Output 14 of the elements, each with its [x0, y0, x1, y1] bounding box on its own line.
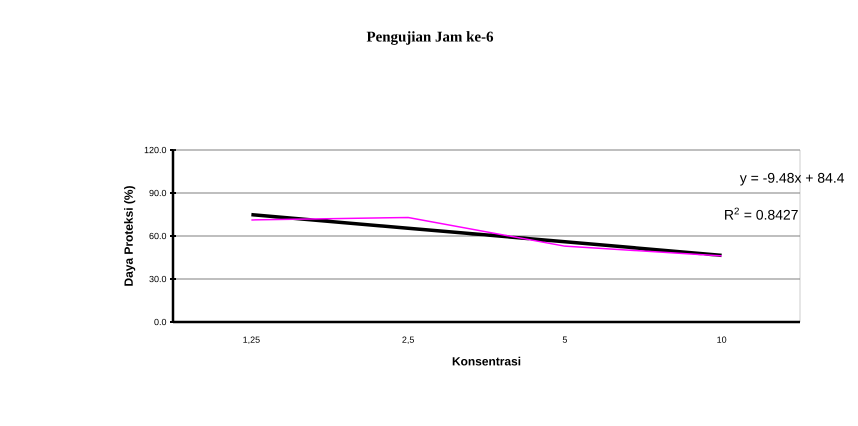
annotation: R$^{2}$ = 0.8427: [725, 208, 798, 220]
y-tick-label: 120.0: [144, 146, 166, 154]
x-tick-label: 5: [562, 336, 567, 343]
y-axis-title: Daya Proteksi (%): [124, 186, 136, 286]
x-tick-label: 1,25: [243, 336, 260, 344]
x-tick-label: 2,5: [402, 336, 414, 344]
chart-title: Pengujian Jam ke-6: [366, 31, 494, 45]
y-tick-label: 0.0: [154, 318, 166, 326]
y-tick-label: 60.0: [149, 232, 166, 240]
y-tick-label: 30.0: [149, 276, 166, 282]
annotation: y = -9.48x + 84.4: [740, 172, 844, 186]
x-axis-title: Konsentrasi: [452, 356, 520, 366]
x-tick-label: 10: [717, 336, 726, 343]
y-tick-label: 90.0: [149, 190, 166, 196]
